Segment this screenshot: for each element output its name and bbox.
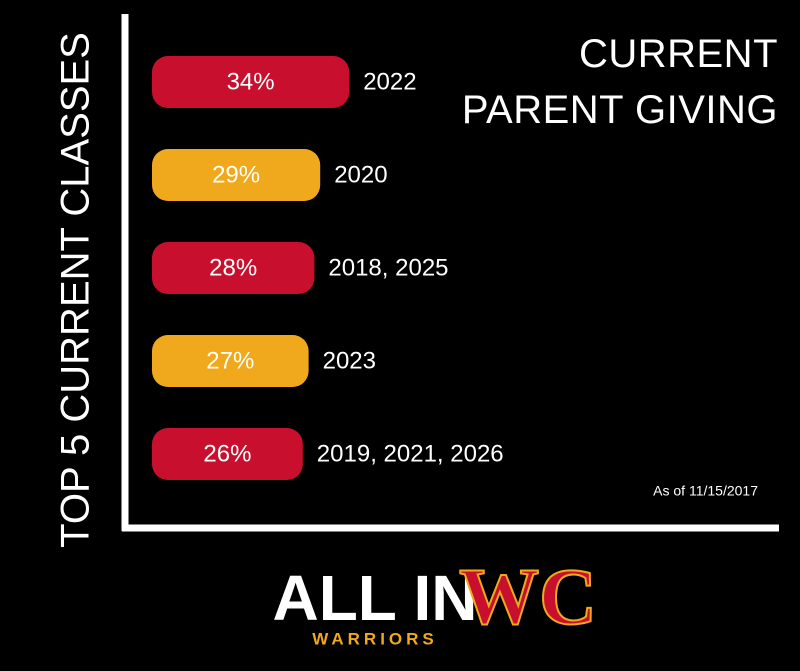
category-label: 2018, 2025 <box>328 254 448 281</box>
bar <box>152 149 321 201</box>
value-label: 27% <box>206 347 254 374</box>
logo-text: ALL IN <box>272 562 477 634</box>
category-label: 2023 <box>323 347 376 374</box>
value-label: 28% <box>209 254 257 281</box>
category-label: 2020 <box>334 161 387 188</box>
bar <box>152 335 309 387</box>
category-label: 2022 <box>363 68 416 95</box>
logo-mark: WC <box>459 553 597 641</box>
value-label: 34% <box>227 68 275 95</box>
bar <box>152 242 315 294</box>
logo-subtext: WARRIORS <box>312 629 438 648</box>
value-label: 29% <box>212 161 260 188</box>
bar <box>152 428 303 480</box>
category-label: 2019, 2021, 2026 <box>317 440 504 467</box>
bar <box>152 56 350 108</box>
value-label: 26% <box>203 440 251 467</box>
y-axis-label: TOP 5 CURRENT CLASSES <box>54 32 98 548</box>
annotation: As of 11/15/2017 <box>653 483 758 499</box>
chart-title: CURRENT PARENT GIVING <box>461 32 778 132</box>
